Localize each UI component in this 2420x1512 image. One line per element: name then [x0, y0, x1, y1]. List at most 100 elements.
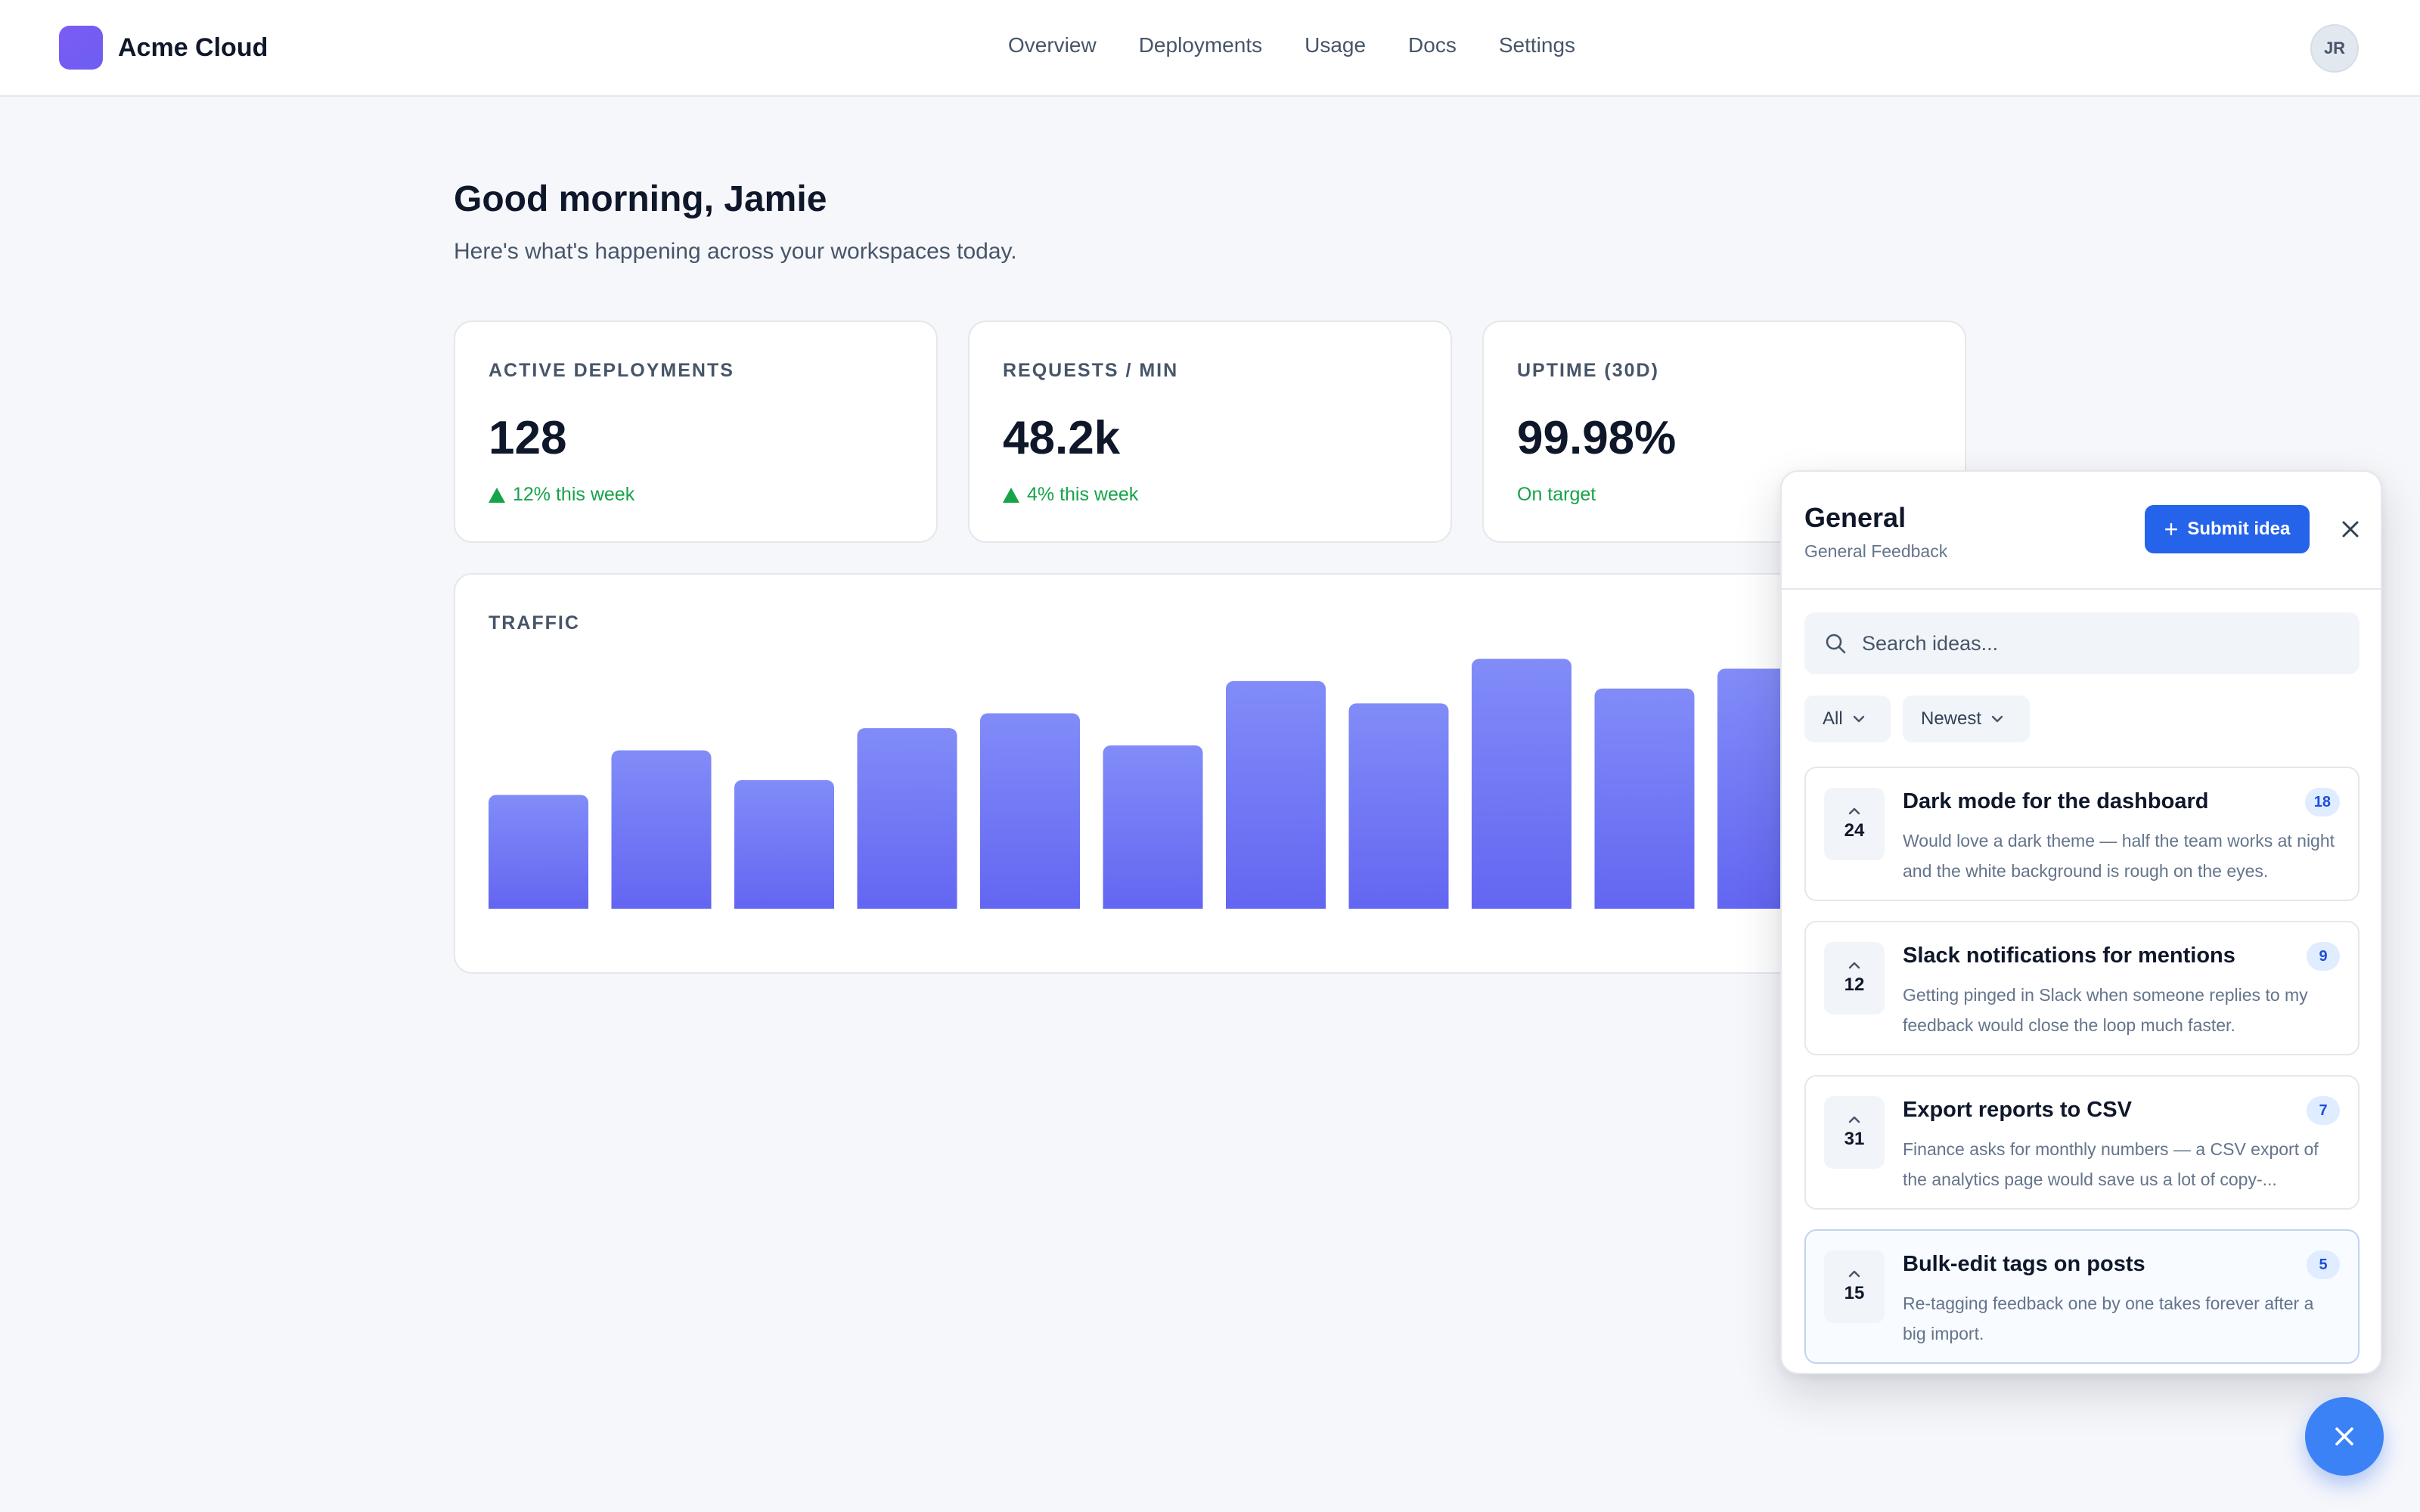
vote-count: 12 [1844, 974, 1865, 995]
traffic-bars [489, 658, 1941, 909]
stat-label: ACTIVE DEPLOYMENTS [489, 360, 734, 381]
search-box [1804, 612, 2360, 674]
nav-item-usage[interactable]: Usage [1305, 33, 1367, 57]
close-icon [2335, 1427, 2353, 1445]
upvote-button[interactable]: 15 [1824, 1250, 1885, 1323]
traffic-bar [1103, 745, 1203, 909]
vote-count: 24 [1844, 820, 1865, 841]
stat-card-active-deployments: ACTIVE DEPLOYMENTS 128 12% this week [454, 321, 938, 543]
status-filter-dropdown[interactable]: All [1804, 696, 1891, 742]
chevron-down-icon [1852, 714, 1866, 723]
idea-description: Finance asks for monthly numbers — a CSV… [1903, 1139, 2319, 1189]
traffic-card: TRAFFIC [454, 573, 1966, 974]
idea-title: Bulk-edit tags on posts [1903, 1252, 2145, 1276]
close-icon [2342, 521, 2359, 538]
idea-description: Re-tagging feedback one by one takes for… [1903, 1294, 2314, 1343]
traffic-bar-chart [489, 658, 1941, 909]
user-avatar[interactable]: JR [2310, 24, 2359, 73]
chevron-down-icon [1990, 714, 2004, 723]
stat-card-requests-per-min: REQUESTS / MIN 48.2k 4% this week [968, 321, 1452, 543]
board-title: General [1804, 502, 1907, 533]
top-navigation-bar: Acme Cloud Overview Deployments Usage Do… [0, 0, 2420, 97]
feedback-panel-header: General General Feedback + Submit idea [1782, 472, 2381, 590]
traffic-bar-base [611, 901, 712, 909]
traffic-bar [611, 750, 712, 909]
sort-value: Newest [1921, 708, 1982, 729]
app-name: Acme Cloud [118, 33, 268, 62]
chevron-up-icon [1848, 1115, 1861, 1124]
search-icon [1824, 632, 1847, 655]
nav-item-docs[interactable]: Docs [1408, 33, 1457, 57]
page-title: Good morning, Jamie [454, 179, 827, 219]
stat-value: 128 [489, 412, 567, 464]
traffic-bar [1594, 688, 1695, 909]
chevron-up-icon [1848, 961, 1861, 970]
traffic-bar-base [1226, 901, 1326, 909]
traffic-bar-base [1717, 901, 1817, 909]
trend-up-icon [1003, 487, 1019, 503]
stat-value: 48.2k [1003, 412, 1121, 464]
idea-description: Would love a dark theme — half the team … [1903, 831, 2335, 881]
idea-card[interactable]: 15 Bulk-edit tags on posts Re-tagging fe… [1804, 1229, 2360, 1364]
traffic-bar [857, 728, 957, 909]
traffic-bar-base [857, 901, 957, 909]
traffic-bar-base [1103, 901, 1203, 909]
traffic-bar [734, 779, 834, 909]
traffic-bar [1226, 680, 1326, 909]
close-panel-button[interactable] [2335, 514, 2366, 544]
traffic-title: TRAFFIC [489, 612, 580, 634]
board-subtitle: General Feedback [1804, 541, 1948, 561]
idea-title: Slack notifications for mentions [1903, 943, 2235, 968]
idea-card[interactable]: 31 Export reports to CSV Finance asks fo… [1804, 1075, 2360, 1210]
chevron-up-icon [1848, 1269, 1861, 1278]
vote-count: 15 [1844, 1283, 1865, 1303]
idea-card[interactable]: 24 Dark mode for the dashboard Would lov… [1804, 767, 2360, 901]
traffic-bar-base [489, 901, 588, 909]
traffic-bar-base [1472, 901, 1571, 909]
trend-up-icon [489, 487, 505, 503]
idea-title: Dark mode for the dashboard [1903, 789, 2209, 813]
traffic-bar [980, 713, 1080, 909]
brand[interactable]: Acme Cloud [59, 26, 268, 70]
traffic-bar-base [980, 901, 1080, 909]
search-input[interactable] [1862, 631, 2316, 655]
comment-count-badge: 18 [2304, 788, 2340, 816]
brand-logo [59, 26, 103, 70]
stat-delta-text: On target [1517, 484, 1596, 505]
idea-card[interactable]: 12 Slack notifications for mentions Gett… [1804, 921, 2360, 1055]
idea-title: Export reports to CSV [1903, 1098, 2132, 1122]
feedback-panel: General General Feedback + Submit idea A… [1780, 470, 2382, 1374]
upvote-button[interactable]: 24 [1824, 788, 1885, 860]
stat-label: REQUESTS / MIN [1003, 360, 1179, 381]
stat-delta: 4% this week [1003, 484, 1138, 506]
feedback-widget-toggle-button[interactable] [2305, 1397, 2384, 1476]
stat-label: UPTIME (30D) [1517, 360, 1659, 381]
traffic-bar [1472, 658, 1571, 909]
nav-item-overview[interactable]: Overview [1008, 33, 1097, 57]
main-nav: Overview Deployments Usage Docs Settings [1008, 33, 1575, 57]
vote-count: 31 [1844, 1129, 1865, 1149]
comment-count-badge: 9 [2307, 942, 2340, 971]
stat-delta: 12% this week [489, 484, 634, 506]
nav-item-deployments[interactable]: Deployments [1138, 33, 1263, 57]
sort-dropdown[interactable]: Newest [1903, 696, 2030, 742]
traffic-bar [489, 795, 588, 909]
stat-delta-text: 4% this week [1027, 484, 1139, 505]
stat-delta-text: 12% this week [513, 484, 635, 505]
traffic-bar-base [1594, 901, 1695, 909]
plus-icon: + [2164, 516, 2179, 543]
nav-item-settings[interactable]: Settings [1498, 33, 1576, 57]
traffic-bar-base [1348, 901, 1449, 909]
page-subtitle: Here's what's happening across your work… [454, 239, 1017, 264]
upvote-button[interactable]: 12 [1824, 942, 1885, 1015]
upvote-button[interactable]: 31 [1824, 1096, 1885, 1169]
idea-description: Getting pinged in Slack when someone rep… [1903, 985, 2308, 1035]
submit-idea-button[interactable]: + Submit idea [2145, 505, 2310, 553]
traffic-bar-base [734, 901, 834, 909]
stat-value: 99.98% [1517, 412, 1677, 464]
chevron-up-icon [1848, 807, 1861, 816]
comment-count-badge: 5 [2307, 1250, 2340, 1279]
submit-idea-label: Submit idea [2187, 519, 2291, 539]
stat-delta: On target [1517, 484, 1596, 506]
comment-count-badge: 7 [2307, 1096, 2340, 1125]
